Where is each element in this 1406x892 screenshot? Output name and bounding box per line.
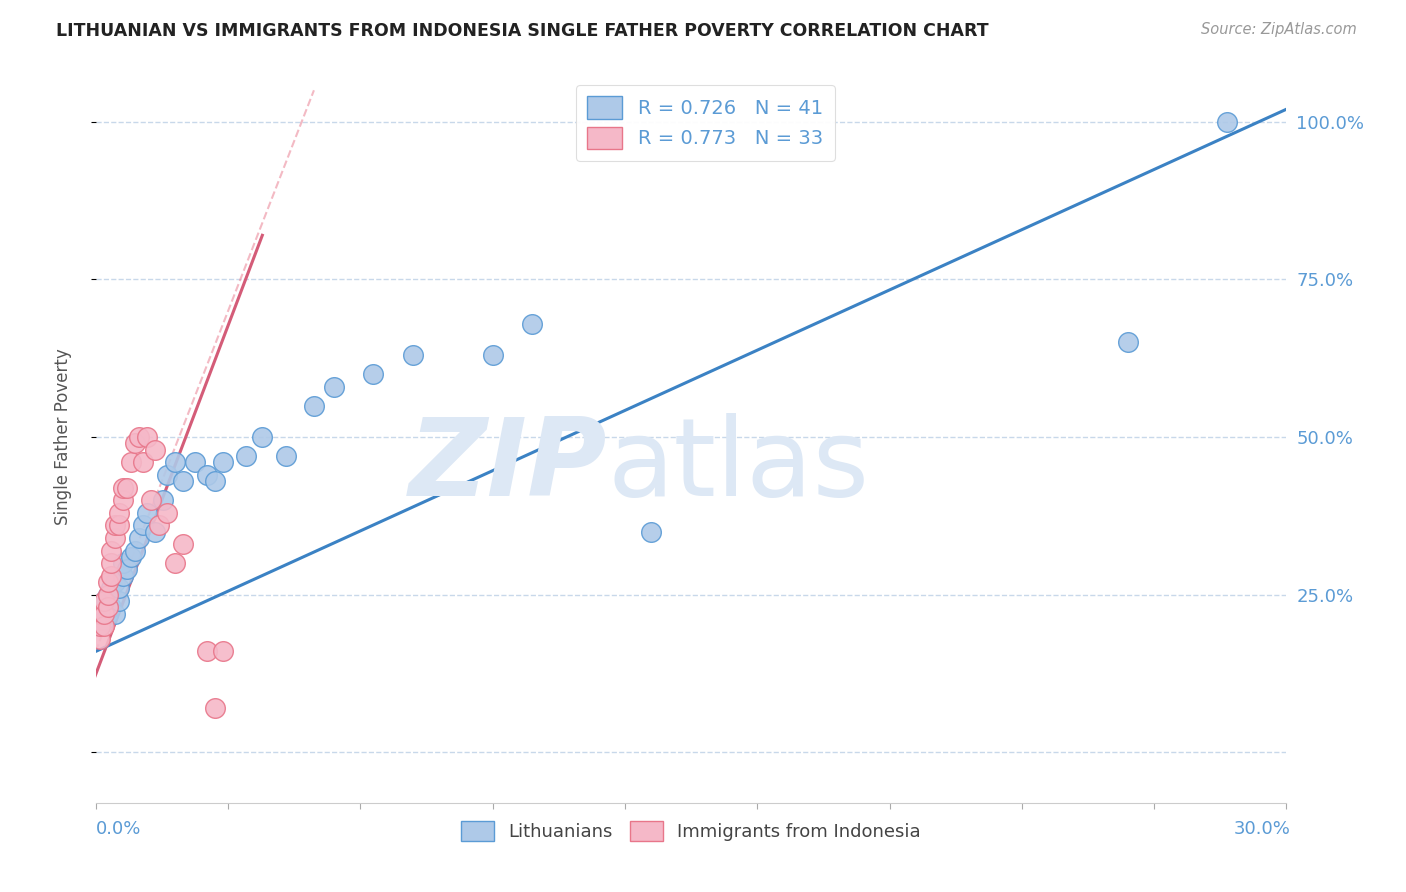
- Point: [141, 493, 163, 508]
- Point: [522, 317, 544, 331]
- Text: ZIP: ZIP: [409, 413, 607, 519]
- Point: [132, 518, 155, 533]
- Point: [100, 543, 122, 558]
- Point: [112, 481, 135, 495]
- Y-axis label: Single Father Poverty: Single Father Poverty: [53, 349, 72, 525]
- Point: [172, 474, 194, 488]
- Point: [136, 506, 159, 520]
- Point: [204, 701, 226, 715]
- Point: [117, 481, 139, 495]
- Point: [143, 524, 166, 539]
- Point: [276, 449, 298, 463]
- Point: [93, 607, 115, 621]
- Point: [89, 607, 111, 621]
- Text: atlas: atlas: [607, 413, 870, 519]
- Point: [112, 556, 135, 570]
- Point: [93, 613, 115, 627]
- Point: [96, 588, 118, 602]
- Point: [96, 588, 118, 602]
- Point: [322, 379, 344, 393]
- Point: [100, 569, 122, 583]
- Point: [184, 455, 207, 469]
- Point: [89, 632, 111, 646]
- Point: [1216, 115, 1239, 129]
- Point: [96, 607, 118, 621]
- Point: [132, 455, 155, 469]
- Point: [211, 455, 233, 469]
- Point: [104, 531, 127, 545]
- Point: [104, 575, 127, 590]
- Point: [120, 455, 142, 469]
- Point: [120, 549, 142, 564]
- Point: [108, 594, 131, 608]
- Point: [1116, 335, 1139, 350]
- Point: [402, 348, 425, 362]
- Point: [93, 619, 115, 633]
- Text: 30.0%: 30.0%: [1234, 820, 1291, 838]
- Point: [163, 455, 186, 469]
- Text: Source: ZipAtlas.com: Source: ZipAtlas.com: [1201, 22, 1357, 37]
- Point: [96, 600, 118, 615]
- Point: [89, 619, 111, 633]
- Point: [108, 518, 131, 533]
- Point: [152, 493, 174, 508]
- Point: [128, 430, 150, 444]
- Point: [640, 524, 662, 539]
- Text: 0.0%: 0.0%: [96, 820, 141, 838]
- Point: [211, 644, 233, 658]
- Point: [112, 569, 135, 583]
- Point: [204, 474, 226, 488]
- Point: [156, 506, 179, 520]
- Point: [143, 442, 166, 457]
- Point: [89, 619, 111, 633]
- Text: LITHUANIAN VS IMMIGRANTS FROM INDONESIA SINGLE FATHER POVERTY CORRELATION CHART: LITHUANIAN VS IMMIGRANTS FROM INDONESIA …: [56, 22, 988, 40]
- Point: [108, 506, 131, 520]
- Point: [93, 594, 115, 608]
- Point: [124, 543, 146, 558]
- Point: [163, 556, 186, 570]
- Point: [136, 430, 159, 444]
- Point: [481, 348, 503, 362]
- Point: [89, 607, 111, 621]
- Point: [252, 430, 274, 444]
- Point: [100, 556, 122, 570]
- Point: [195, 644, 218, 658]
- Point: [100, 582, 122, 596]
- Point: [104, 518, 127, 533]
- Point: [195, 467, 218, 482]
- Legend: Lithuanians, Immigrants from Indonesia: Lithuanians, Immigrants from Indonesia: [454, 814, 928, 848]
- Point: [108, 582, 131, 596]
- Point: [302, 399, 325, 413]
- Point: [172, 537, 194, 551]
- Point: [112, 493, 135, 508]
- Point: [100, 600, 122, 615]
- Point: [93, 594, 115, 608]
- Point: [128, 531, 150, 545]
- Point: [117, 562, 139, 576]
- Point: [363, 367, 385, 381]
- Point: [156, 467, 179, 482]
- Point: [235, 449, 257, 463]
- Point: [148, 518, 170, 533]
- Point: [96, 575, 118, 590]
- Point: [104, 607, 127, 621]
- Point: [124, 436, 146, 450]
